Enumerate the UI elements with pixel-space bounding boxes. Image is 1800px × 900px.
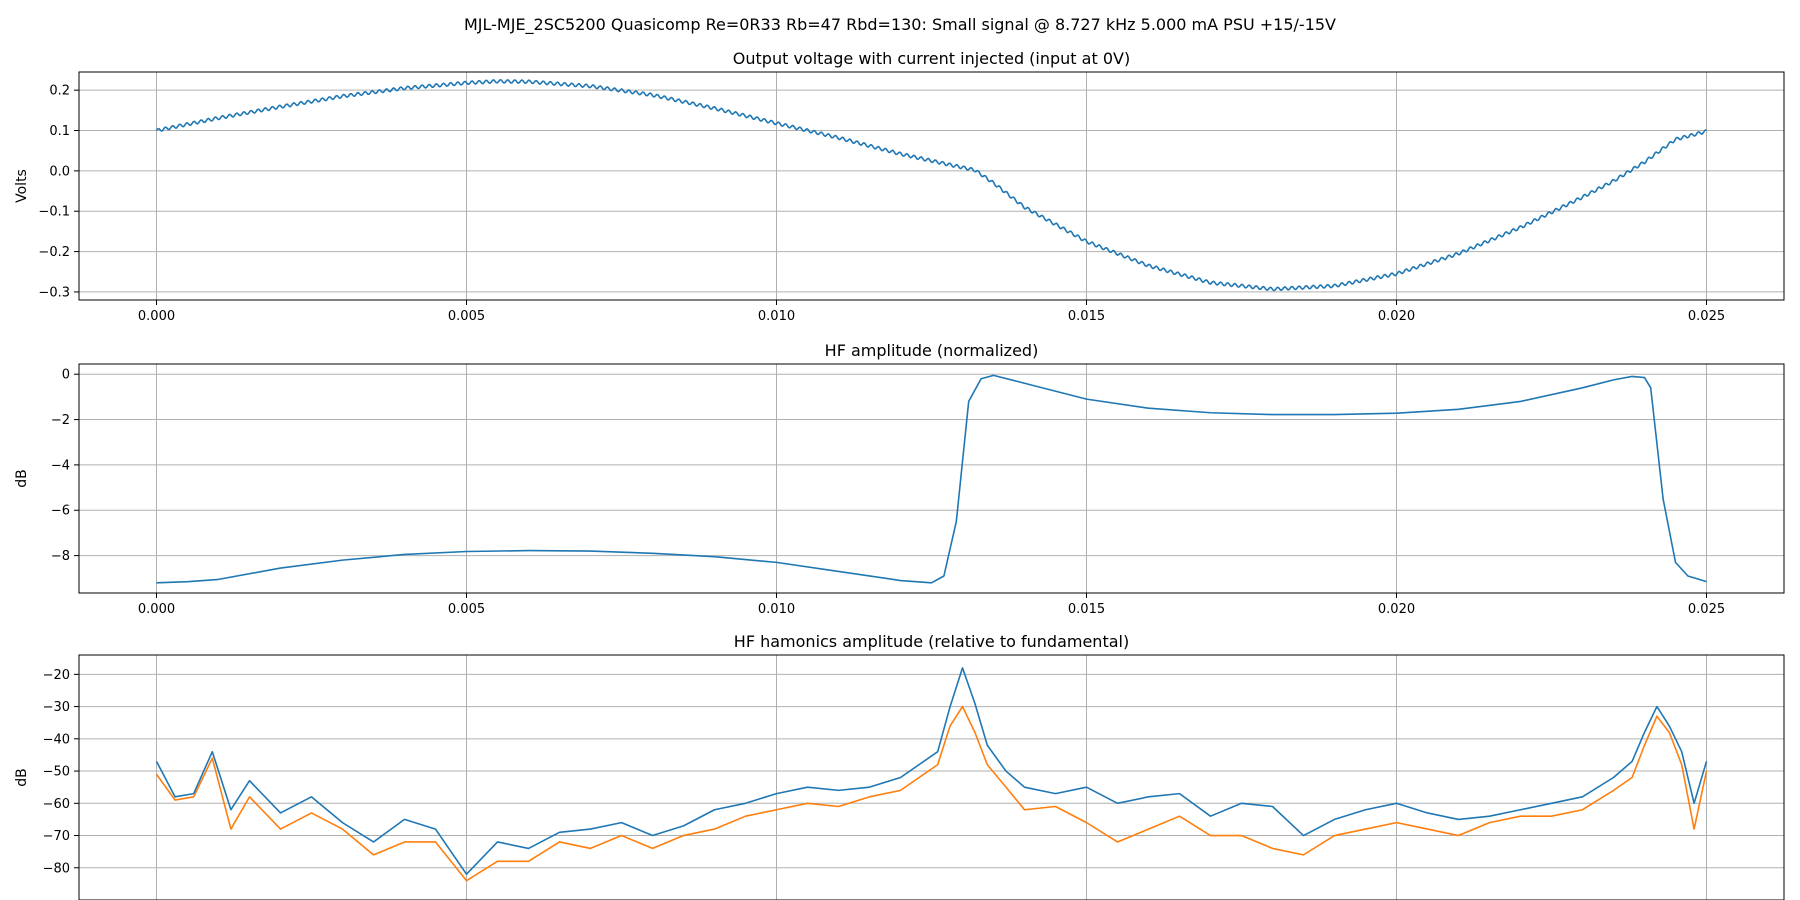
- y-tick-label: −0.2: [38, 245, 70, 260]
- axes-frame: [78, 654, 1785, 900]
- y-tick-label: 0.0: [49, 164, 70, 179]
- series-line-1: [155, 667, 1708, 876]
- grid: [79, 655, 1784, 900]
- axes-frame: [78, 363, 1785, 594]
- axes-frame: [78, 71, 1785, 301]
- y-axis-label: dB: [14, 469, 30, 488]
- series-line-1: [156, 374, 1707, 584]
- x-tick-label: 0.020: [1378, 602, 1415, 617]
- axes-title: HF amplitude (normalized): [825, 341, 1039, 360]
- y-tick-label: −0.3: [38, 285, 70, 300]
- x-tick-label: 0.000: [138, 602, 175, 617]
- y-axis-label: dB: [14, 768, 30, 787]
- axes-title: Output voltage with current injected (in…: [733, 49, 1130, 68]
- axes-title: HF hamonics amplitude (relative to funda…: [734, 632, 1129, 651]
- y-tick-label: 0.2: [49, 84, 70, 99]
- y-tick-label: −50: [43, 765, 70, 780]
- y-tick-label: −8: [51, 549, 70, 564]
- y-tick-label: 0.1: [49, 124, 70, 139]
- series-line-1: [155, 78, 1707, 292]
- y-tick-label: −40: [43, 732, 70, 747]
- panel-output-voltage: 0.000 0.005 0.010 0.015 0.020 0.025 −0.3 −0.2 −0…: [14, 49, 1785, 324]
- x-tick-label: 0.015: [1068, 602, 1105, 617]
- x-tick-label: 0.025: [1688, 602, 1725, 617]
- x-tick-label: 0.025: [1688, 309, 1725, 324]
- grid: [79, 364, 1784, 593]
- y-tick-label: −4: [51, 458, 70, 473]
- y-axis-label: Volts: [14, 169, 30, 203]
- y-tick-label: −70: [43, 829, 70, 844]
- y-tick-label: −6: [51, 504, 70, 519]
- y-tick-label: 0: [62, 368, 70, 383]
- y-tick-label: −0.1: [38, 205, 70, 220]
- y-tick-label: −30: [43, 700, 70, 715]
- x-tick-label: 0.020: [1378, 309, 1415, 324]
- x-tick-label: 0.005: [448, 602, 485, 617]
- x-tick-label: 0.005: [448, 309, 485, 324]
- panel-hf-amplitude: 0.000 0.005 0.010 0.015 0.020 0.025 −8 −6 −4 −2 0 H…: [14, 341, 1785, 617]
- grid: [79, 72, 1784, 300]
- figure-suptitle: MJL-MJE_2SC5200 Quasicomp Re=0R33 Rb=47 …: [464, 15, 1336, 35]
- x-tick-label: 0.015: [1068, 309, 1105, 324]
- y-tick-label: −60: [43, 797, 70, 812]
- y-tick-label: −2: [51, 413, 70, 428]
- x-tick-label: 0.010: [758, 309, 795, 324]
- x-tick-label: 0.010: [758, 602, 795, 617]
- x-tick-label: 0.000: [138, 309, 175, 324]
- series-line-2: [155, 705, 1708, 882]
- y-tick-label: −20: [43, 668, 70, 683]
- panel-hf-harmonics: 0.0000.0050.0100.0150.0200.025−80−70−60−…: [14, 632, 1785, 900]
- y-tick-label: −80: [43, 861, 70, 876]
